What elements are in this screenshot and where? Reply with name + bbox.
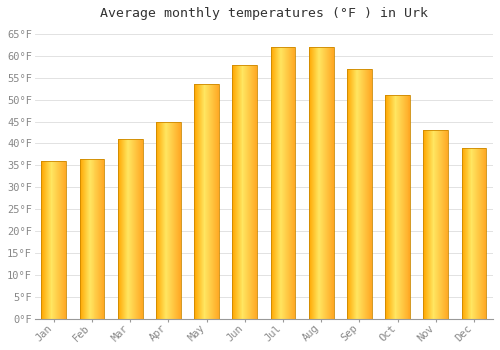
Title: Average monthly temperatures (°F ) in Urk: Average monthly temperatures (°F ) in Ur…	[100, 7, 428, 20]
